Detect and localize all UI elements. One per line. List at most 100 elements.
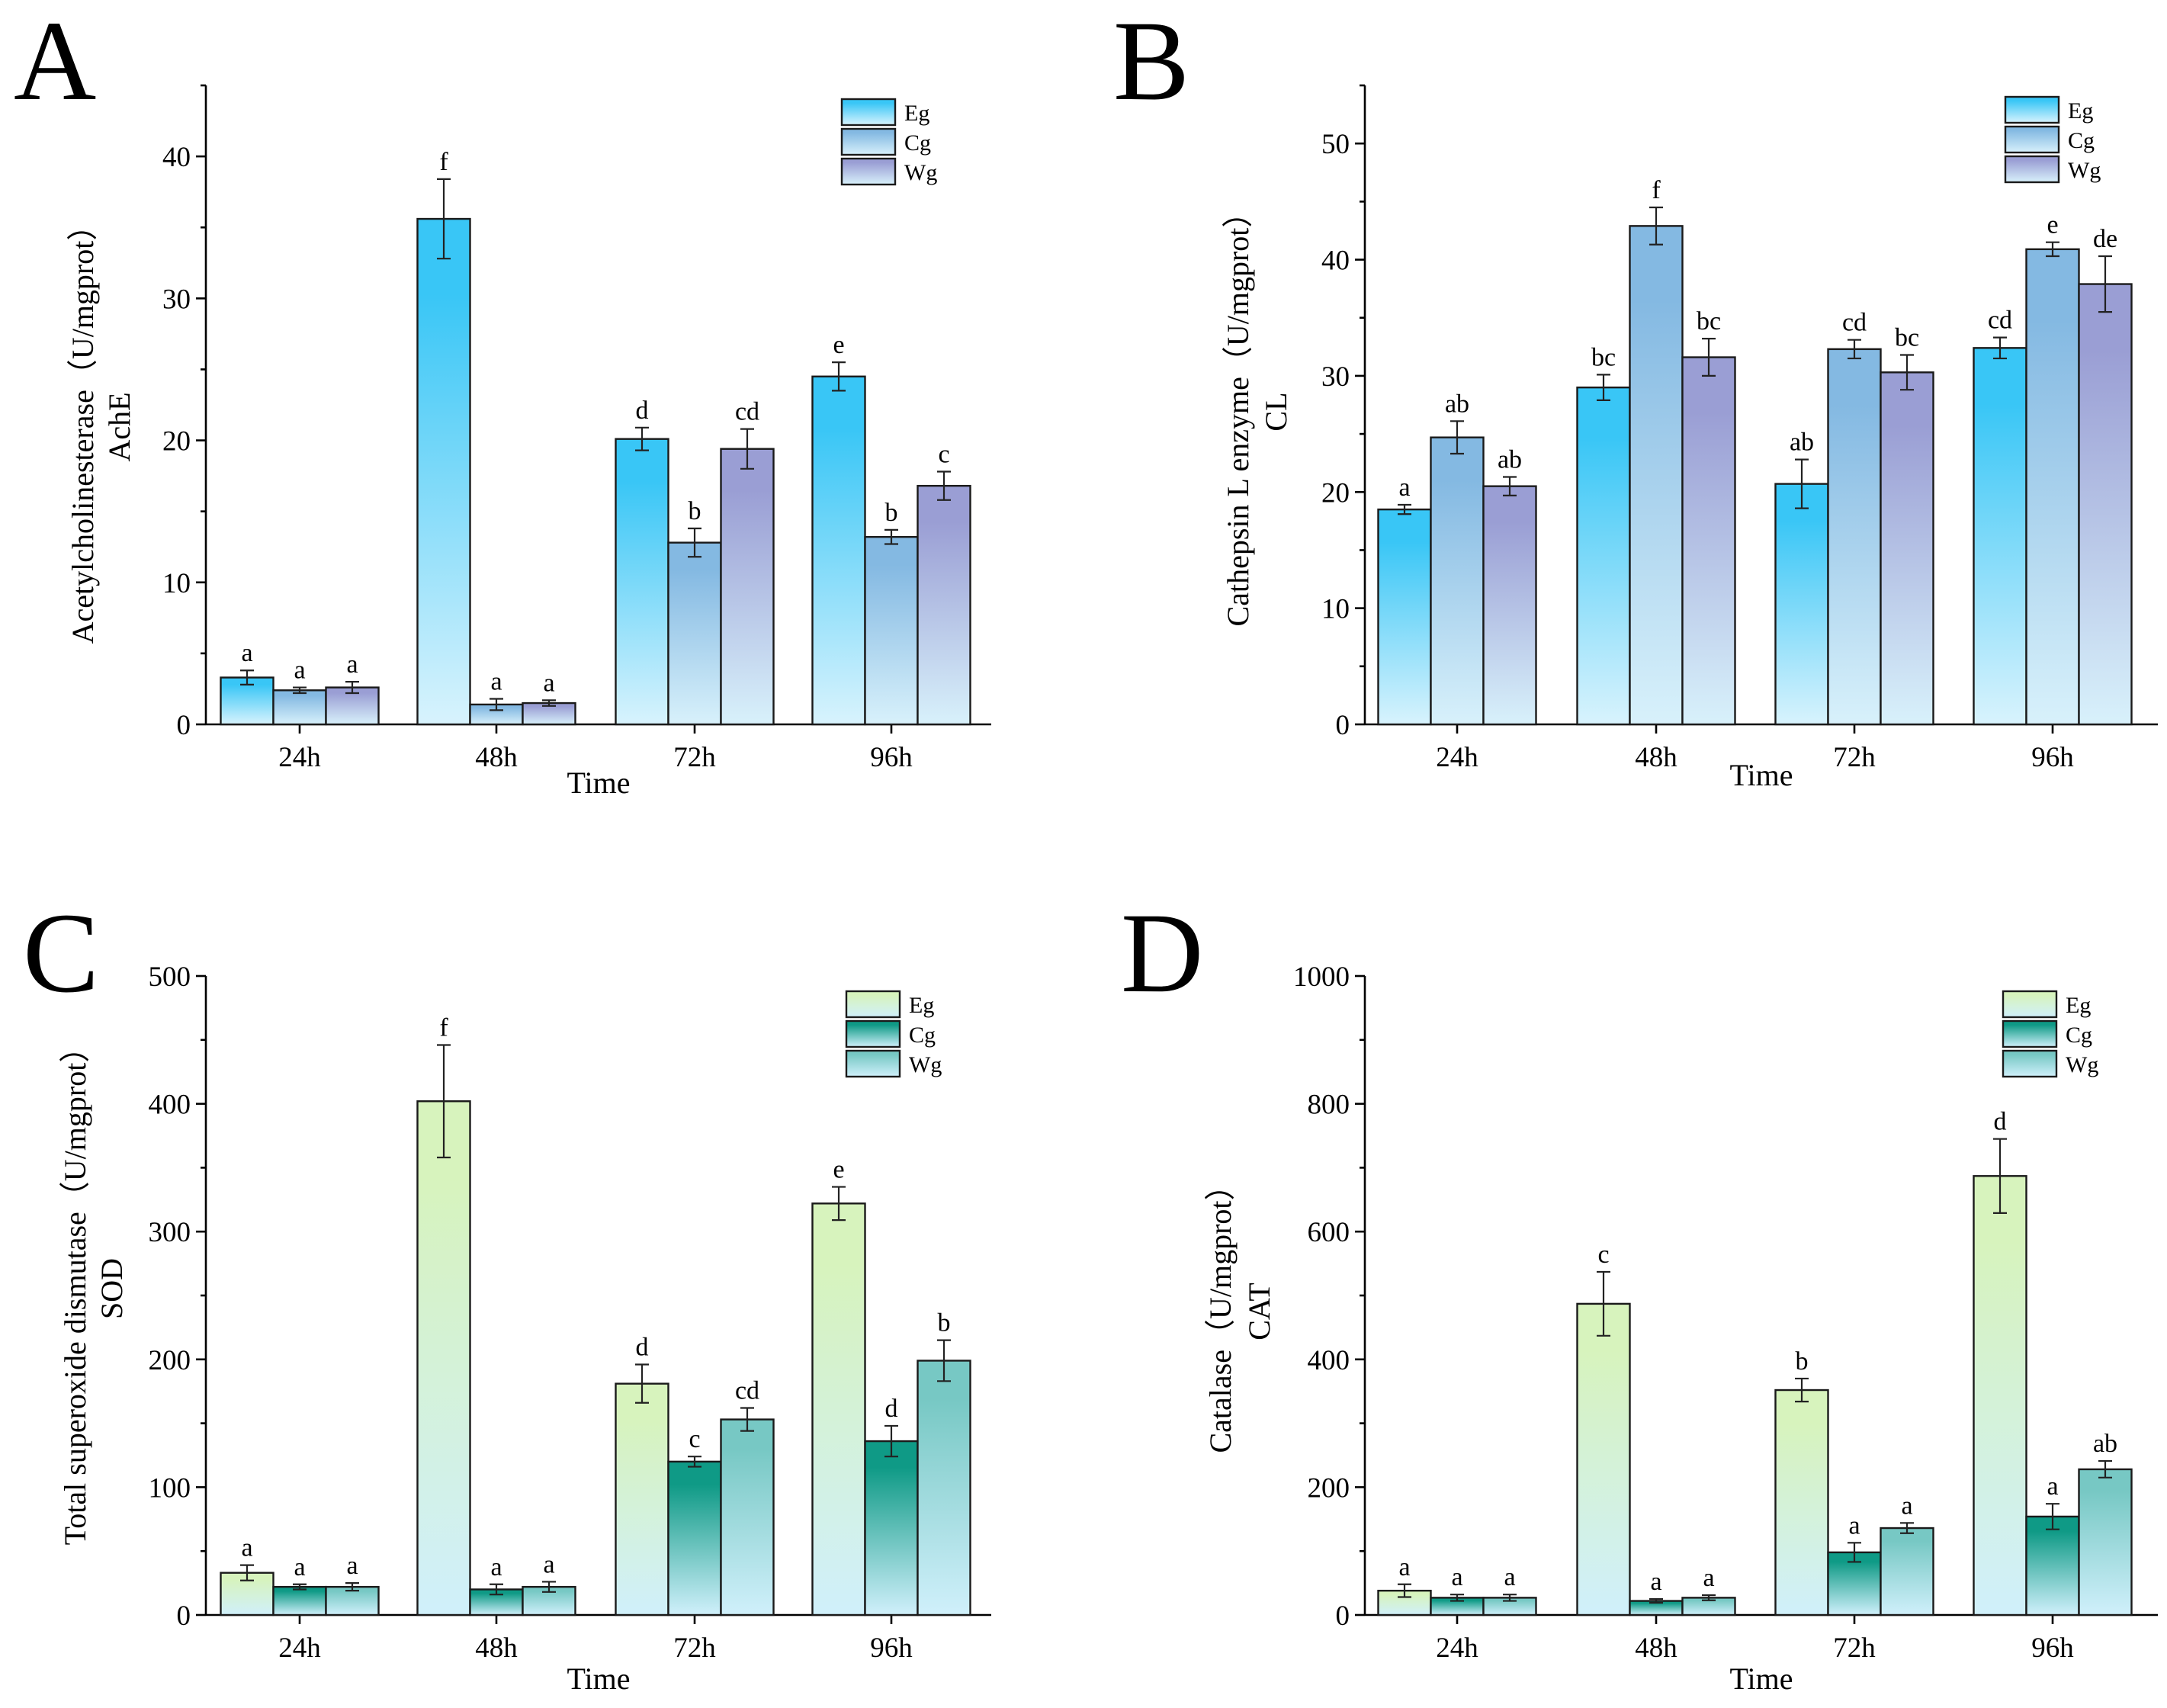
y-axis-title: Total superoxide dismutase（U/mgprot）	[58, 1032, 92, 1546]
significance-label: d	[636, 1334, 649, 1362]
significance-label: a	[346, 650, 358, 679]
y-tick-label: 0	[177, 710, 191, 741]
significance-label: cd	[735, 1376, 759, 1405]
significance-label: c	[689, 1425, 700, 1453]
significance-label: b	[938, 1309, 951, 1337]
legend-swatch-eg	[2002, 990, 2058, 1019]
significance-label: a	[1650, 1568, 1661, 1596]
y-axis-title: CAT	[1242, 1283, 1276, 1340]
significance-label: e	[833, 1156, 844, 1184]
x-tick-label: 48h	[1635, 742, 1677, 773]
y-tick-label: 1000	[1293, 962, 1350, 993]
legend-swatch-wg	[845, 1049, 901, 1078]
panel-c: C 0 100 200 300 400 500 Total superoxide dismut…	[23, 890, 991, 1696]
bar-wg-24h	[1482, 485, 1537, 726]
y-tick-label: 200	[149, 1345, 191, 1376]
significance-label: a	[2047, 1472, 2058, 1501]
x-tick-label: 24h	[278, 742, 321, 773]
bar-eg-72h	[615, 438, 669, 726]
y-tick-label: 400	[1308, 1345, 1350, 1376]
x-tick-label: 72h	[673, 742, 716, 773]
bar-eg-48h	[1576, 386, 1631, 726]
bar-cg-96h	[864, 1440, 919, 1616]
bar-wg-96h	[917, 484, 971, 726]
bar-eg-72h	[1774, 483, 1829, 726]
bar-cg-48h	[469, 703, 524, 726]
bar-wg-72h	[1880, 1527, 1934, 1616]
significance-label: f	[1652, 176, 1661, 204]
y-tick-label: 40	[162, 142, 191, 173]
significance-label: b	[689, 497, 701, 525]
panel-letter: C	[23, 890, 99, 1016]
significance-label: bc	[1591, 343, 1616, 371]
significance-label: f	[439, 1014, 448, 1042]
legend-swatch-cg	[845, 1019, 901, 1048]
bar-eg-48h	[416, 217, 471, 726]
significance-label: ab	[1445, 390, 1469, 418]
bar-eg-96h	[811, 375, 866, 726]
significance-label: c	[938, 441, 949, 469]
bar-cg-24h	[272, 1585, 327, 1616]
y-axis-title: Acetylcholinesterase（U/mgprot）	[66, 210, 100, 644]
significance-label: cd	[1842, 309, 1867, 337]
y-tick-label: 0	[177, 1600, 191, 1632]
significance-label: a	[490, 667, 502, 695]
legend-label-wg: Wg	[2068, 158, 2101, 183]
panel-d: D 0 200 400 600 800 1000 Catalase（U/mgprot） CAT T…	[1121, 890, 2158, 1696]
x-axis-title: Time	[567, 1661, 630, 1696]
significance-label: ab	[2093, 1430, 2117, 1458]
y-tick-label: 0	[1336, 710, 1350, 741]
y-tick-label: 600	[1308, 1217, 1350, 1248]
x-tick-label: 48h	[1635, 1633, 1677, 1664]
legend-label-eg: Eg	[904, 101, 929, 126]
legend-label-eg: Eg	[2068, 98, 2093, 124]
bar-eg-96h	[811, 1202, 866, 1616]
x-tick-label: 24h	[1436, 742, 1478, 773]
bar-wg-48h	[1681, 356, 1736, 726]
significance-label: a	[241, 1534, 252, 1562]
significance-label: d	[1994, 1108, 2007, 1136]
x-tick-label: 96h	[870, 742, 913, 773]
y-axis-title: CL	[1259, 392, 1293, 431]
bar-wg-96h	[2078, 1468, 2133, 1616]
x-tick-label: 24h	[278, 1633, 321, 1664]
legend-label-eg: Eg	[2066, 993, 2091, 1018]
y-axis-title: AchE	[102, 392, 136, 461]
legend-swatch-cg	[2002, 1019, 2058, 1048]
bar-cg-72h	[667, 1460, 722, 1616]
x-axis-title: Time	[1729, 758, 1793, 792]
bar-eg-96h	[1973, 347, 2027, 726]
significance-label: ab	[1498, 445, 1522, 474]
significance-label: ab	[1790, 429, 1814, 457]
significance-label: a	[294, 657, 305, 685]
y-tick-label: 30	[162, 284, 191, 315]
legend-label-cg: Cg	[2068, 128, 2095, 153]
panel-a: A 0 10 20 30 40 Acetylcholinesterase（U/mgprot）…	[14, 0, 991, 800]
significance-label: bc	[1697, 307, 1721, 336]
bar-cg-72h	[667, 541, 722, 726]
significance-label: a	[241, 639, 252, 667]
x-tick-label: 48h	[475, 742, 518, 773]
significance-label: e	[2047, 211, 2058, 239]
legend-swatch-cg	[2004, 125, 2060, 154]
x-tick-label: 96h	[2031, 742, 2074, 773]
bar-cg-24h	[272, 689, 327, 726]
significance-label: a	[1703, 1564, 1714, 1592]
x-tick-label: 72h	[1833, 742, 1876, 773]
legend-label-cg: Cg	[909, 1023, 936, 1048]
x-tick-label: 72h	[1833, 1633, 1876, 1664]
bar-eg-72h	[1774, 1389, 1829, 1616]
bar-wg-72h	[1880, 371, 1934, 726]
bar-cg-96h	[864, 535, 919, 726]
y-tick-label: 10	[1321, 594, 1350, 625]
legend-swatch-eg	[840, 98, 897, 127]
significance-label: b	[1796, 1347, 1809, 1376]
bar-cg-96h	[2025, 1515, 2080, 1616]
legend-swatch-eg	[2004, 95, 2060, 124]
significance-label: d	[636, 396, 649, 425]
panel-letter: D	[1121, 890, 1203, 1016]
significance-label: a	[1398, 474, 1410, 502]
legend-label-cg: Cg	[2066, 1023, 2092, 1048]
significance-label: a	[1398, 1553, 1410, 1581]
significance-label: a	[543, 1550, 554, 1578]
